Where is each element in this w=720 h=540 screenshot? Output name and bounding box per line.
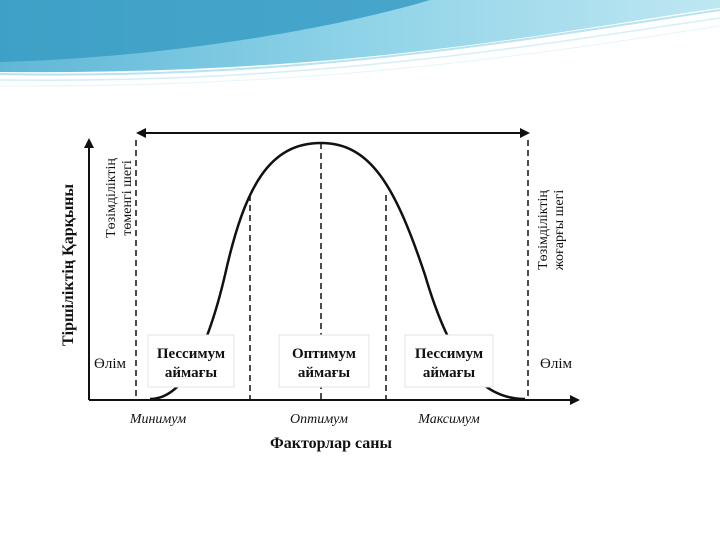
lower-limit-label-1: Төзімділіктің <box>104 158 119 238</box>
x-tick-maximum: Максимум <box>417 412 479 427</box>
death-label-right: Өлім <box>540 356 572 372</box>
x-tick-minimum: Минимум <box>129 412 186 427</box>
zone-box-pessimum-right <box>404 334 494 388</box>
zone-label-pessimum-left-2: аймағы <box>165 365 218 381</box>
zone-box-pessimum-left <box>147 334 235 388</box>
lower-limit-label-2: төменгі шегі <box>120 160 135 236</box>
header-wave <box>0 0 720 87</box>
x-tick-optimum: Оптимум <box>290 412 348 427</box>
upper-limit-label-1: Төзімділіктің <box>536 190 551 270</box>
zone-label-pessimum-left-1: Пессимум <box>157 346 225 362</box>
upper-limit-label-2: жоғарғы шегі <box>552 190 567 272</box>
x-axis-title: Факторлар саны <box>270 435 393 452</box>
zone-label-pessimum-right-2: аймағы <box>423 365 476 381</box>
zone-label-optimum-1: Оптимум <box>292 346 356 362</box>
zone-label-optimum-2: аймағы <box>298 365 351 381</box>
zone-label-pessimum-right-1: Пессимум <box>415 346 483 362</box>
y-axis-title: Тіршіліктің Қарқыны <box>60 183 77 346</box>
death-label-left: Өлім <box>94 356 126 372</box>
zone-box-optimum <box>278 334 370 388</box>
